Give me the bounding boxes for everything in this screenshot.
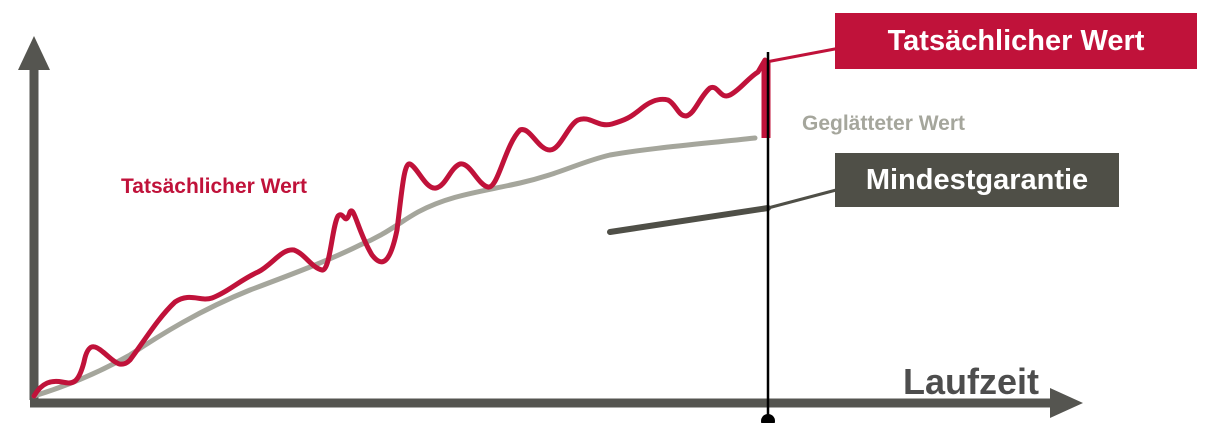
term-end-marker-dot (761, 414, 775, 423)
actual-value-curve (31, 57, 768, 399)
minimum-guarantee-line (607, 205, 771, 235)
actual-value-connector (765, 46, 841, 64)
minimum-guarantee-connector (767, 187, 841, 210)
actual-value-callout: Tatsächlicher Wert (835, 13, 1197, 69)
smoothed-value-label: Geglätteter Wert (802, 112, 965, 135)
x-axis-arrowhead (1050, 388, 1083, 418)
minimum-guarantee-callout-label: Mindestgarantie (865, 163, 1089, 196)
minimum-guarantee-callout: Mindestgarantie (835, 153, 1119, 207)
actual-value-curve-label: Tatsächlicher Wert (121, 175, 307, 198)
actual-value-callout-label: Tatsächlicher Wert (887, 24, 1145, 57)
x-axis-label: Laufzeit (903, 361, 1040, 402)
y-axis-arrowhead (18, 36, 50, 70)
